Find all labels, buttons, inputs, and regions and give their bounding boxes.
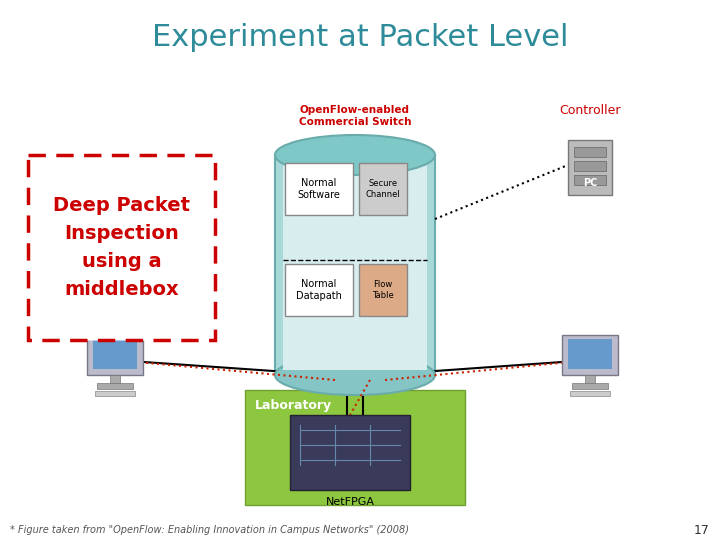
- Bar: [285, 163, 353, 215]
- Text: Normal
Software: Normal Software: [297, 178, 341, 200]
- Text: Deep Packet
Inspection
using a
middlebox: Deep Packet Inspection using a middlebox: [53, 196, 190, 299]
- Bar: [28, 155, 215, 340]
- Text: OpenFlow-enabled
Commercial Switch: OpenFlow-enabled Commercial Switch: [299, 105, 411, 127]
- Ellipse shape: [275, 135, 435, 175]
- Text: Controller: Controller: [559, 104, 621, 117]
- Bar: [572, 383, 608, 389]
- Bar: [359, 264, 407, 316]
- Bar: [574, 147, 606, 157]
- Bar: [562, 335, 618, 375]
- Text: PC: PC: [582, 178, 597, 188]
- Text: NetFPGA: NetFPGA: [325, 497, 374, 507]
- Bar: [359, 163, 407, 215]
- Text: Experiment at Packet Level: Experiment at Packet Level: [152, 24, 568, 52]
- Bar: [87, 335, 143, 375]
- Bar: [95, 391, 135, 396]
- Bar: [585, 375, 595, 383]
- Bar: [245, 390, 465, 505]
- Text: Flow
Table: Flow Table: [372, 280, 394, 300]
- Ellipse shape: [275, 355, 435, 395]
- Text: Secure
Channel: Secure Channel: [366, 179, 400, 199]
- Bar: [93, 339, 137, 369]
- Bar: [570, 391, 610, 396]
- Bar: [568, 140, 612, 195]
- Bar: [285, 264, 353, 316]
- Bar: [283, 160, 427, 370]
- Text: * Figure taken from "OpenFlow: Enabling Innovation in Campus Networks" (2008): * Figure taken from "OpenFlow: Enabling …: [10, 525, 409, 535]
- Bar: [290, 415, 410, 490]
- Bar: [574, 161, 606, 171]
- Bar: [97, 383, 133, 389]
- Text: Laboratory: Laboratory: [255, 400, 332, 413]
- Bar: [568, 339, 612, 369]
- Text: Normal
Datapath: Normal Datapath: [296, 279, 342, 301]
- Bar: [574, 175, 606, 185]
- Bar: [110, 375, 120, 383]
- Polygon shape: [275, 155, 435, 375]
- Text: 17: 17: [694, 523, 710, 537]
